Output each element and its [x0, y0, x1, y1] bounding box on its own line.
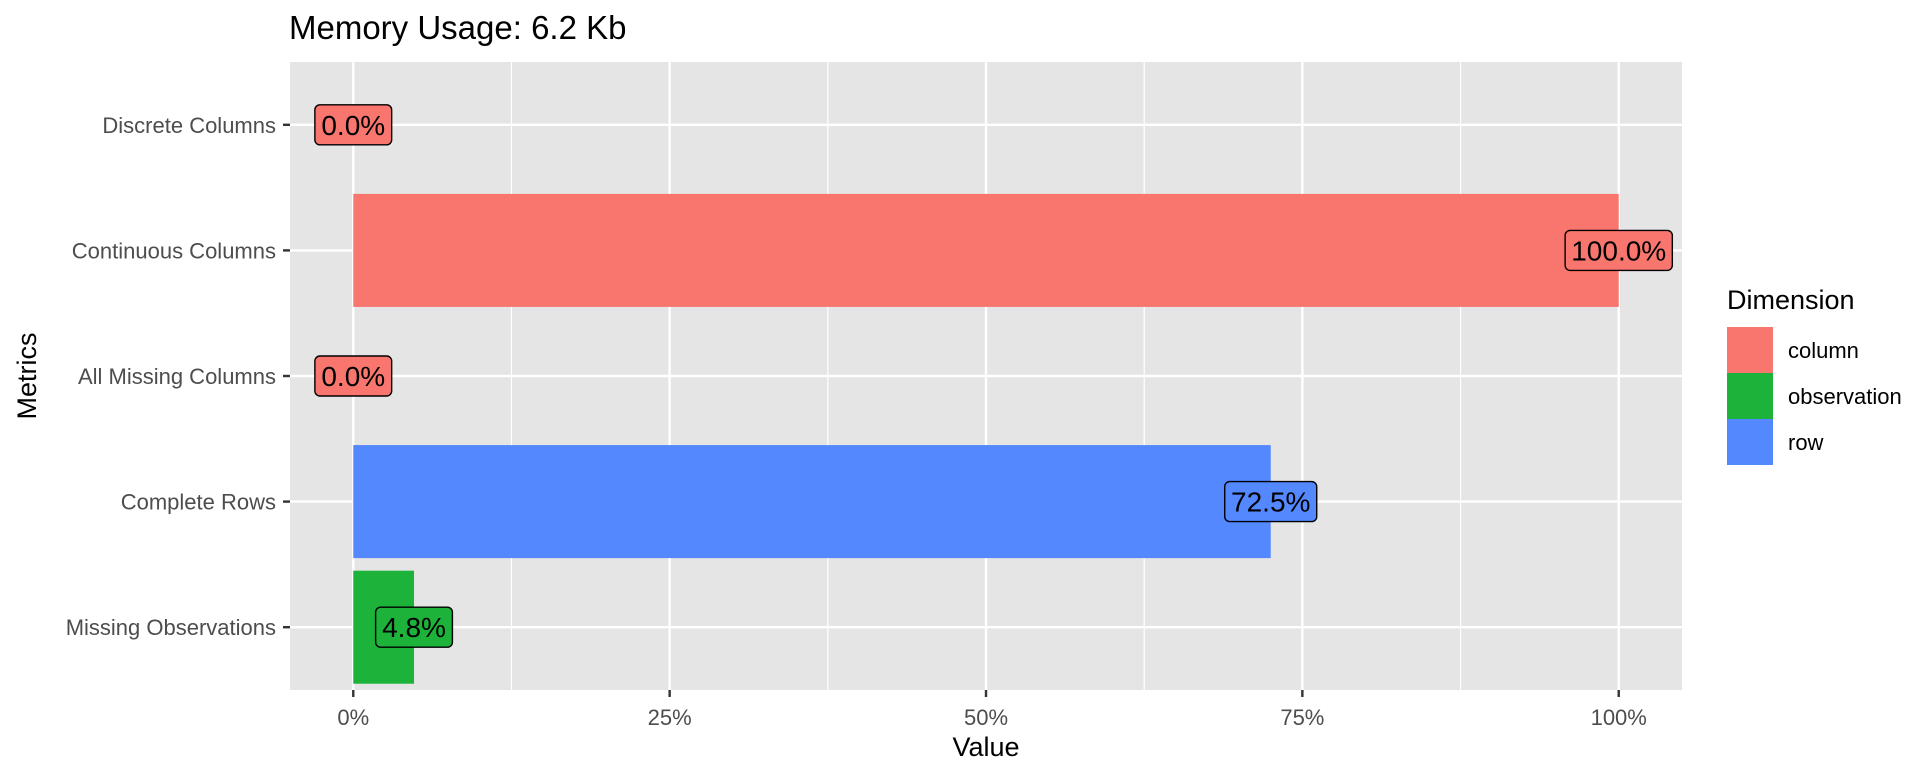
legend-key-row	[1727, 419, 1773, 465]
data-label: 100.0%	[1571, 235, 1666, 266]
x-tick-label: 50%	[964, 705, 1008, 730]
data-label-box	[314, 104, 393, 146]
y-tick-label: Discrete Columns	[102, 113, 276, 138]
x-tick-label: 75%	[1280, 705, 1324, 730]
x-tick-label: 100%	[1591, 705, 1647, 730]
data-labels: 0.0% 100.0% 0.0% 72.5% 4.8%	[314, 104, 1674, 648]
data-label-box	[1224, 480, 1318, 523]
bar	[353, 193, 1619, 307]
y-tick-label: Complete Rows	[121, 490, 276, 515]
legend-key-observation	[1727, 373, 1773, 419]
y-axis-title: Metrics	[12, 333, 42, 420]
legend-label: observation	[1788, 384, 1902, 409]
bar	[353, 445, 1271, 559]
data-label-box	[374, 606, 454, 648]
data-label-box	[314, 355, 393, 397]
x-axis-title: Value	[952, 732, 1019, 762]
data-label-box	[1564, 229, 1674, 272]
chart-title: Memory Usage: 6.2 Kb	[289, 9, 626, 46]
x-axis: 0% 25% 50% 75% 100%	[337, 690, 1647, 730]
x-tick-label: 0%	[337, 705, 369, 730]
data-label: 0.0%	[321, 110, 385, 141]
x-tick-label: 25%	[648, 705, 692, 730]
y-tick-label: Continuous Columns	[72, 238, 276, 263]
data-label: 72.5%	[1231, 487, 1310, 518]
legend-label: column	[1788, 338, 1859, 363]
legend: Dimension column observation row	[1727, 285, 1902, 465]
y-axis: Discrete Columns Continuous Columns All Mi…	[66, 113, 290, 640]
y-tick-label: All Missing Columns	[78, 364, 276, 389]
data-label: 4.8%	[382, 612, 446, 643]
data-label: 0.0%	[321, 361, 385, 392]
legend-title: Dimension	[1727, 285, 1855, 315]
legend-label: row	[1788, 430, 1824, 455]
y-tick-label: Missing Observations	[66, 615, 276, 640]
legend-key-column	[1727, 327, 1773, 373]
